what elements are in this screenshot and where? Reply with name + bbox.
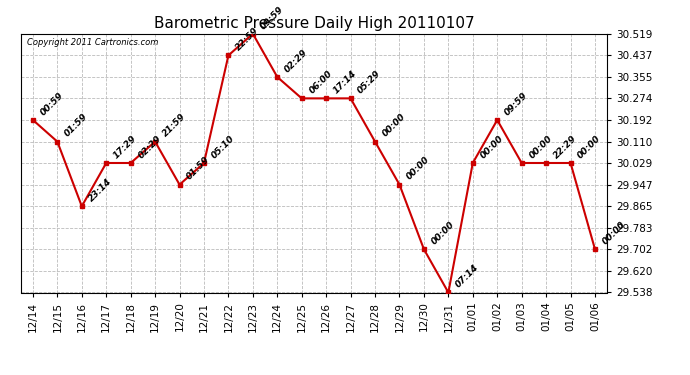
Text: 00:00: 00:00 (478, 134, 505, 160)
Text: 00:00: 00:00 (576, 134, 602, 160)
Text: 05:29: 05:29 (356, 69, 383, 96)
Text: 21:59: 21:59 (161, 112, 187, 139)
Text: 00:00: 00:00 (405, 155, 432, 182)
Title: Barometric Pressure Daily High 20110107: Barometric Pressure Daily High 20110107 (154, 16, 474, 31)
Text: 00:59: 00:59 (39, 91, 65, 117)
Text: 23:14: 23:14 (88, 177, 114, 204)
Text: 00:00: 00:00 (381, 112, 407, 139)
Text: 07:14: 07:14 (454, 263, 480, 290)
Text: 09:59: 09:59 (259, 4, 285, 31)
Text: 17:14: 17:14 (332, 69, 358, 96)
Text: 01:59: 01:59 (63, 112, 90, 139)
Text: 00:00: 00:00 (527, 134, 554, 160)
Text: 05:10: 05:10 (210, 134, 236, 160)
Text: 02:29: 02:29 (283, 48, 309, 74)
Text: 01:59: 01:59 (185, 155, 212, 182)
Text: 22:29: 22:29 (552, 134, 578, 160)
Text: 22:59: 22:59 (234, 26, 261, 53)
Text: 09:59: 09:59 (503, 91, 529, 117)
Text: 00:00: 00:00 (600, 220, 627, 246)
Text: 00:00: 00:00 (429, 220, 456, 246)
Text: 06:00: 06:00 (307, 69, 334, 96)
Text: 02:29: 02:29 (136, 134, 163, 160)
Text: Copyright 2011 Cartronics.com: Copyright 2011 Cartronics.com (26, 38, 158, 46)
Text: 17:29: 17:29 (112, 134, 139, 160)
